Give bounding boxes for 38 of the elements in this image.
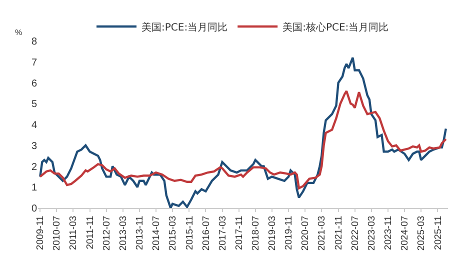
x-tick-label: 2010-07 [52, 216, 63, 251]
y-tick-label: 3 [31, 140, 38, 152]
y-tick-label: 1 [31, 182, 38, 194]
x-tick-label: 2025-11 [432, 216, 444, 250]
x-tick-label: 2009-11 [35, 216, 46, 250]
x-tick-label: 2021-03 [316, 216, 328, 251]
x-tick-label: 2015-11 [184, 216, 196, 250]
y-tick-label: 8 [31, 36, 38, 48]
y-tick-label: 7 [31, 57, 38, 68]
x-tick-label: 2025-03 [416, 216, 428, 251]
x-tick-label: 2013-11 [134, 216, 146, 250]
x-tick-label: 2016-07 [200, 216, 212, 251]
y-tick-label: 5 [31, 99, 38, 110]
legend-label: 美国:核心PCE:当月同比 [282, 21, 389, 34]
x-tick-label: 2017-11 [234, 216, 246, 250]
y-tick-label: 2 [31, 162, 38, 173]
x-tick-label: 2021-11 [333, 216, 344, 250]
x-tick-label: 2024-07 [400, 216, 411, 251]
x-tick-label: 2020-07 [300, 216, 312, 251]
x-tick-label: 2018-07 [250, 216, 262, 251]
x-tick-label: 2019-03 [267, 216, 278, 251]
x-tick-label: 2023-03 [366, 216, 378, 251]
x-tick-label: 2013-03 [118, 216, 129, 251]
y-tick-label: 6 [31, 78, 38, 90]
y-tick-label: 0 [31, 204, 38, 214]
x-tick-label: 2017-03 [217, 216, 228, 251]
legend-label: 美国:PCE:当月同比 [142, 21, 228, 34]
y-axis-title: % [15, 28, 22, 37]
x-tick-label: 2019-11 [284, 216, 295, 250]
x-tick-label: 2023-11 [383, 216, 394, 250]
x-tick-label: 2011-03 [68, 216, 80, 250]
x-tick-label: 2014-07 [151, 216, 162, 251]
x-tick-label: 2022-07 [350, 216, 361, 251]
y-tick-label: 4 [31, 120, 38, 131]
line-series [39, 90, 447, 190]
x-tick-label: 2012-07 [101, 216, 112, 251]
x-tick-label: 2011-11 [84, 216, 96, 250]
x-tick-label: 2015-03 [168, 216, 179, 251]
